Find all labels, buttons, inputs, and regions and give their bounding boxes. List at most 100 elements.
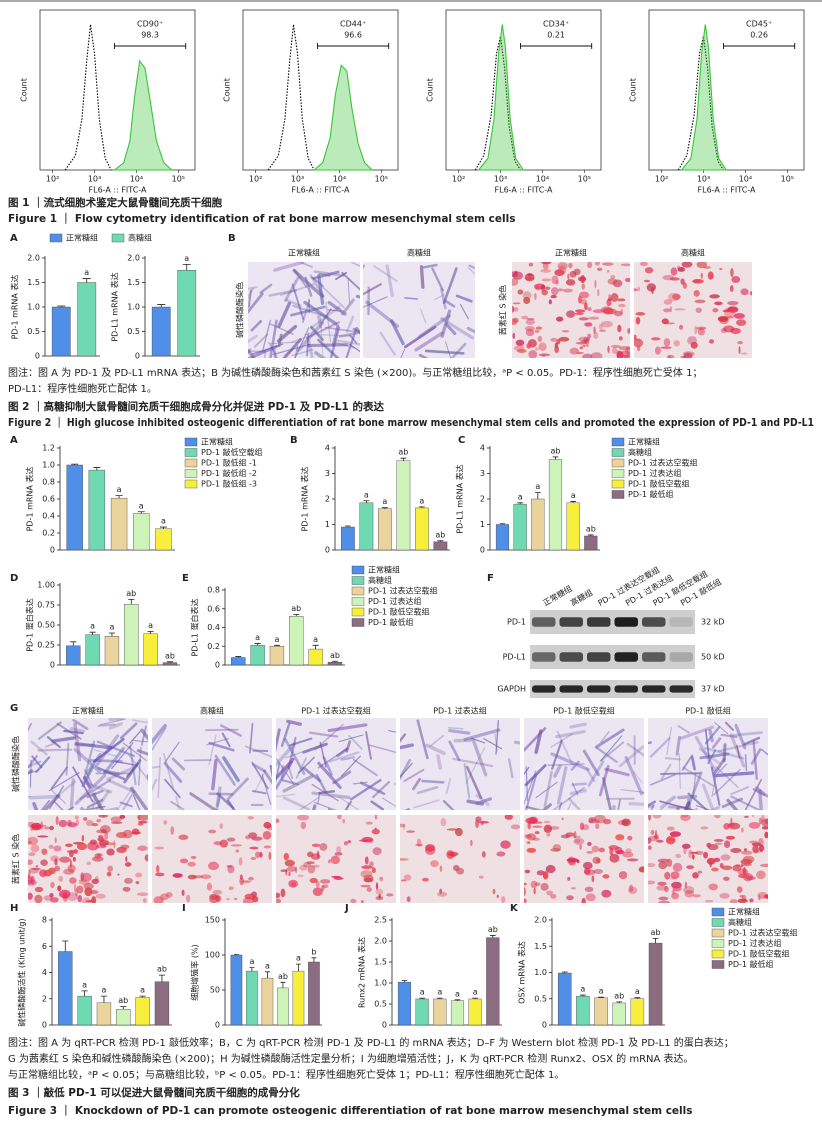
panel-letter: B <box>290 435 298 446</box>
nodule <box>551 275 559 285</box>
significance-label: ab <box>165 651 175 660</box>
nodule <box>700 826 709 830</box>
nodule <box>650 829 655 835</box>
micrograph <box>400 718 520 810</box>
cell-stroke <box>69 727 85 734</box>
nodule <box>593 331 599 340</box>
blot-row-label: GAPDH <box>497 685 526 694</box>
nodule <box>306 861 315 865</box>
cell-stroke <box>226 777 249 801</box>
nodule <box>594 279 597 289</box>
y-tick-label: 4 <box>325 444 330 453</box>
cell-stroke <box>320 308 332 324</box>
nodule <box>581 824 590 831</box>
y-tick-label: 4 <box>42 968 47 977</box>
cell-stroke <box>263 769 272 785</box>
legend-swatch <box>611 490 625 499</box>
nodule <box>533 887 536 895</box>
nodule <box>375 888 384 895</box>
nodule <box>28 870 31 879</box>
cell-stroke <box>720 733 738 739</box>
nodule <box>696 326 707 330</box>
nodule <box>705 899 714 903</box>
cell-stroke <box>297 756 315 774</box>
figure-note: 图注：图 A 为 qRT-PCR 检测 PD-1 敲低效率；B，C 为 qRT-… <box>8 1036 734 1049</box>
nodule <box>741 827 744 833</box>
nodule <box>651 287 654 295</box>
nodule <box>730 268 734 278</box>
nodule <box>610 293 619 302</box>
cell-stroke <box>455 294 473 303</box>
nodule <box>635 312 646 316</box>
nodule <box>510 824 520 830</box>
cell-stroke <box>445 778 452 795</box>
significance-label: ab <box>398 448 408 457</box>
nodule <box>170 826 174 835</box>
nodule <box>78 880 91 885</box>
cell-stroke <box>222 756 240 783</box>
cell-stroke <box>284 738 306 775</box>
nodule <box>54 865 61 872</box>
nodule <box>416 838 422 847</box>
cell-stroke <box>115 760 138 767</box>
nodule <box>512 318 518 325</box>
y-tick-label: 3 <box>325 469 330 478</box>
gate-bar <box>114 43 187 49</box>
nodule <box>605 308 617 315</box>
cell-stroke <box>349 343 360 353</box>
blot-band <box>642 617 666 627</box>
cell-stroke <box>294 327 310 358</box>
cell-stroke <box>291 283 305 321</box>
nodule <box>360 900 364 903</box>
blot-strip <box>530 610 695 634</box>
nodule <box>693 279 701 283</box>
cell-stroke <box>436 754 443 770</box>
error-bar <box>598 996 604 998</box>
y-axis-label: PD-1 mRNA 表达 <box>10 275 20 340</box>
cell-stroke <box>30 740 48 756</box>
y-tick-label: 1.0 <box>42 461 55 470</box>
bar <box>308 961 320 1026</box>
nodule <box>131 828 140 835</box>
nodule <box>303 861 311 868</box>
cell-stroke <box>359 781 386 796</box>
y-tick-label: 0 <box>135 352 140 361</box>
nodule <box>309 877 318 884</box>
error-bar <box>108 632 116 637</box>
x-tick-label: 10⁵ <box>375 175 388 184</box>
bar <box>630 998 645 1026</box>
cell-stroke <box>618 745 644 768</box>
nodule <box>226 898 230 901</box>
cell-stroke <box>45 742 57 748</box>
cell-stroke <box>755 786 768 798</box>
nodule <box>48 844 54 849</box>
nodule <box>95 893 106 899</box>
nodule <box>738 345 741 355</box>
nodule <box>350 898 357 903</box>
y-tick-label: 0 <box>215 661 220 670</box>
cell-stroke <box>272 347 277 358</box>
nodule <box>83 817 88 821</box>
nodule <box>299 864 308 871</box>
nodule <box>582 353 593 358</box>
cell-stroke <box>346 802 350 810</box>
nodule <box>535 285 540 291</box>
nodule <box>283 852 290 861</box>
nodule <box>142 898 147 903</box>
significance-label: a <box>265 961 270 970</box>
cell-stroke <box>345 740 352 753</box>
nodule <box>124 862 132 867</box>
figure-title-en: Figure 1 ｜ Flow cytometry identification… <box>8 212 515 225</box>
error-bar <box>81 990 88 997</box>
cell-stroke <box>648 741 652 745</box>
nodule <box>548 299 552 305</box>
nodule <box>648 862 656 868</box>
nodule <box>53 845 62 852</box>
nodule <box>736 864 741 867</box>
nodule <box>446 850 455 860</box>
nodule <box>371 828 380 835</box>
panel-letter: J <box>344 903 349 914</box>
cell-stroke <box>50 789 67 804</box>
nodule <box>550 294 557 299</box>
cell-stroke <box>349 778 382 801</box>
